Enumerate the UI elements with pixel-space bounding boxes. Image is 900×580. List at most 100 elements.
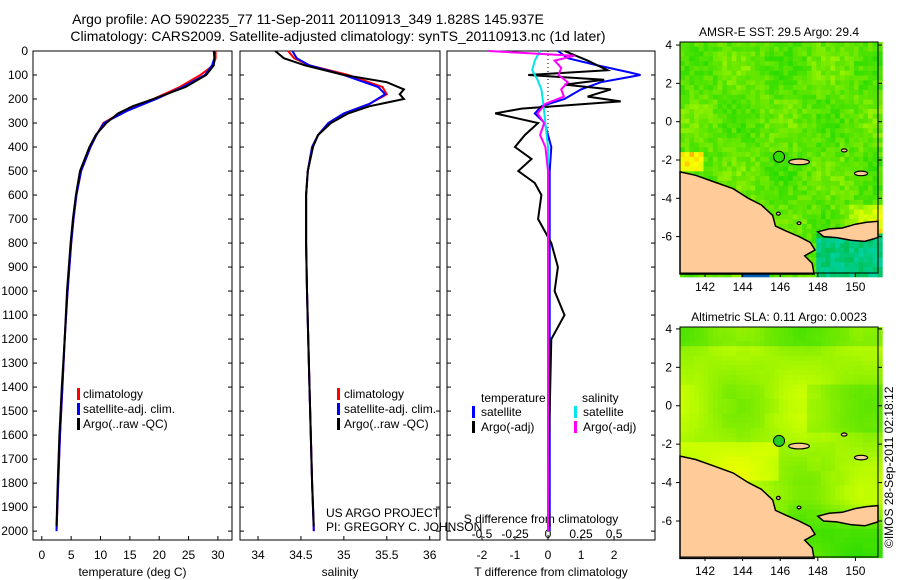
field-cell: [769, 408, 775, 414]
field-cell: [849, 113, 855, 120]
field-cell: [877, 85, 883, 91]
field-cell: [680, 65, 686, 72]
field-cell: [755, 89, 761, 96]
field-cell: [853, 495, 860, 501]
field-cell: [806, 219, 813, 225]
field-cell: [868, 113, 874, 120]
field-cell: [853, 271, 860, 278]
field-cell: [750, 137, 756, 144]
field-cell: [731, 70, 737, 77]
field-cell: [849, 538, 855, 544]
field-cell: [877, 99, 883, 105]
x-tick-label: 1: [578, 548, 585, 562]
field-cell: [821, 161, 827, 168]
field-cell: [868, 389, 874, 395]
field-cell: [839, 104, 846, 110]
field-cell: [731, 104, 737, 110]
field-cell: [708, 171, 714, 177]
field-cell: [680, 109, 686, 115]
field-cell: [717, 109, 723, 115]
field-cell: [731, 113, 737, 120]
field-cell: [755, 128, 761, 134]
field-cell: [821, 461, 827, 467]
field-cell: [717, 99, 723, 105]
field-cell: [694, 113, 700, 120]
field-cell: [835, 447, 841, 453]
field-cell: [788, 346, 794, 352]
field-cell: [769, 123, 775, 129]
field-cell: [764, 204, 770, 211]
field-cell: [868, 171, 874, 177]
field-cell: [764, 156, 770, 163]
field-cell: [802, 104, 808, 110]
field-cell: [821, 466, 827, 472]
field-cell: [844, 442, 850, 448]
field-cell: [853, 252, 860, 259]
sla-map-title: Altimetric SLA: 0.11 Argo: 0.0023: [691, 310, 867, 324]
field-cell: [764, 42, 770, 48]
field-cell: [755, 403, 761, 410]
x-tick-label: -1: [510, 548, 521, 562]
field-cell: [708, 384, 714, 390]
field-cell: [694, 327, 700, 333]
field-cell: [835, 214, 841, 220]
field-cell: [684, 365, 690, 371]
field-cell: [788, 209, 794, 215]
field-cell: [745, 42, 752, 48]
field-cell: [774, 375, 780, 381]
field-cell: [797, 485, 803, 491]
field-cell: [689, 451, 695, 458]
field-cell: [811, 504, 817, 511]
field-cell: [853, 346, 860, 352]
field-cell: [680, 365, 686, 371]
field-cell: [816, 408, 822, 414]
field-cell: [788, 137, 794, 144]
field-cell: [821, 389, 827, 395]
legend-label: satellite: [583, 405, 624, 419]
field-cell: [806, 413, 813, 419]
field-cell: [741, 171, 747, 177]
field-cell: [689, 94, 695, 101]
field-cell: [853, 499, 860, 506]
field-cell: [764, 365, 770, 371]
field-cell: [816, 200, 822, 206]
field-cell: [844, 379, 850, 386]
field-cell: [844, 355, 850, 362]
field-cell: [727, 89, 733, 96]
field-cell: [783, 427, 789, 434]
y-tick-label: 500: [8, 164, 28, 178]
field-cell: [755, 331, 761, 338]
field-cell: [694, 46, 700, 53]
field-cell: [863, 447, 869, 453]
field-cell: [731, 370, 737, 376]
field-cell: [858, 336, 864, 342]
field-cell: [745, 89, 752, 96]
field-cell: [680, 442, 686, 448]
field-cell: [727, 75, 733, 81]
figure-title-line-2: Climatology: CARS2009. Satellite-adjuste…: [70, 28, 605, 44]
field-cell: [788, 475, 794, 482]
field-cell: [717, 346, 723, 352]
field-cell: [797, 171, 803, 177]
field-cell: [839, 442, 846, 448]
field-cell: [825, 147, 831, 153]
field-cell: [788, 224, 794, 230]
field-cell: [844, 267, 850, 273]
field-cell: [694, 355, 700, 362]
field-cell: [774, 471, 780, 477]
field-cell: [774, 336, 780, 342]
field-cell: [835, 104, 841, 110]
field-cell: [727, 451, 733, 458]
legend-swatch: [574, 406, 577, 418]
field-cell: [689, 161, 695, 168]
field-cell: [745, 442, 752, 448]
field-cell: [830, 485, 836, 491]
field-cell: [774, 360, 780, 366]
field-cell: [849, 437, 855, 443]
field-cell: [821, 418, 827, 424]
field-cell: [792, 327, 799, 333]
field-cell: [769, 336, 775, 342]
field-cell: [792, 89, 799, 96]
field-cell: [745, 190, 752, 196]
